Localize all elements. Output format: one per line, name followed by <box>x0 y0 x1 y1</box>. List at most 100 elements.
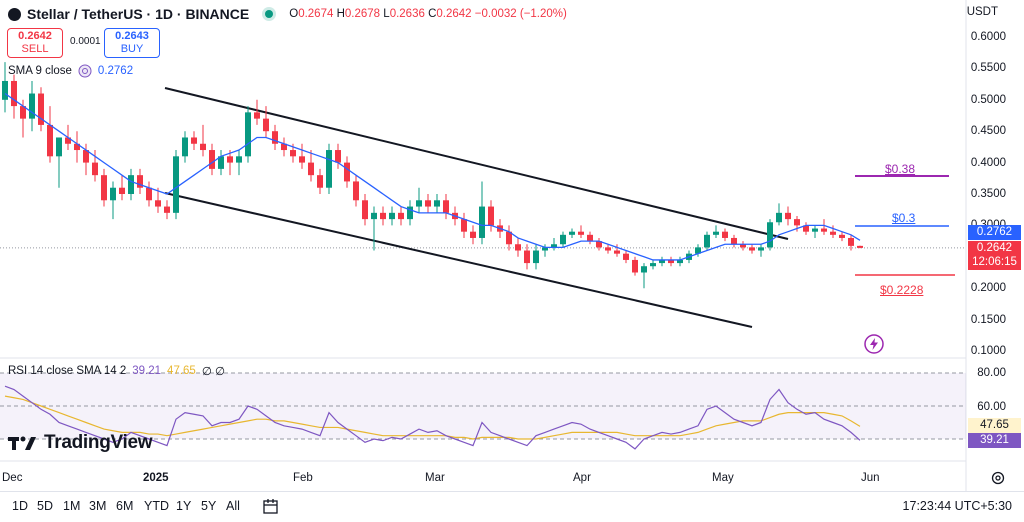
time-label-mar: Mar <box>425 472 445 484</box>
rsi-legend[interactable]: RSI 14 close SMA 14 2 39.21 47.65 ∅ ∅ <box>8 364 225 378</box>
candle-body <box>722 231 728 238</box>
candle-body <box>695 247 701 254</box>
axis-settings-icon[interactable] <box>991 471 1005 485</box>
tradingview-logo-icon <box>8 436 36 450</box>
level-label-upper[interactable]: $0.38 <box>885 162 916 176</box>
time-label-dec: Dec <box>2 472 23 484</box>
candle-body <box>389 212 395 220</box>
clock[interactable]: 17:23:44 UTC+5:30 <box>902 499 1012 513</box>
candle-body <box>461 219 467 232</box>
candle-body <box>155 200 161 207</box>
candle-body <box>812 228 818 232</box>
candle-body <box>65 137 71 144</box>
range-button-6m[interactable]: 6M <box>116 499 134 513</box>
candle-body <box>137 175 143 188</box>
candle-body <box>587 234 593 242</box>
rsi-line <box>4 385 861 450</box>
candle-body <box>56 137 62 157</box>
candle-body <box>227 156 233 163</box>
candle-body <box>83 150 89 163</box>
candle-body <box>650 263 656 267</box>
level-label-mid[interactable]: $0.3 <box>892 211 916 225</box>
candle-body <box>524 250 530 264</box>
candle-body <box>623 253 629 260</box>
price-tick-label: 0.2000 <box>970 282 1006 295</box>
candle-body <box>785 212 791 220</box>
candle-body <box>767 222 773 248</box>
candle-body <box>569 231 575 235</box>
candle-body <box>758 247 764 251</box>
rsi-sma-pill: 47.65 <box>968 418 1021 433</box>
candle-body <box>506 231 512 245</box>
price-tick-label: 0.5000 <box>970 93 1006 106</box>
indicator-settings-icon[interactable] <box>78 64 92 78</box>
candle-body <box>479 206 485 238</box>
range-button-3m[interactable]: 3M <box>89 499 107 513</box>
candle-body <box>110 187 116 201</box>
candle-body <box>578 231 584 235</box>
candle-body <box>29 93 35 119</box>
candle-body <box>443 200 449 213</box>
candle-body <box>245 112 251 157</box>
rsi-label: RSI 14 close SMA 14 2 <box>8 365 127 377</box>
rsi-sma-value: 47.65 <box>167 365 196 377</box>
range-button-1y[interactable]: 1Y <box>176 499 192 513</box>
candle-body <box>659 259 665 264</box>
candle-body <box>533 250 539 264</box>
range-button-all[interactable]: All <box>226 499 240 513</box>
rsi-value: 39.21 <box>132 365 162 377</box>
candle-body <box>560 234 566 245</box>
candle-body <box>830 231 836 235</box>
price-tick-label: 0.1000 <box>970 345 1006 357</box>
time-label-feb: Feb <box>293 472 313 484</box>
candle-body <box>704 234 710 248</box>
symbol-title[interactable]: Stellar / TetherUS · 1D · BINANCE <box>27 6 250 22</box>
candle-body <box>749 247 755 251</box>
candle-body <box>74 143 80 151</box>
candle-body <box>731 237 737 245</box>
candle-body <box>488 206 494 226</box>
range-button-5y[interactable]: 5Y <box>201 499 217 513</box>
range-button-1d[interactable]: 1D <box>12 499 28 513</box>
candle-body <box>344 162 350 182</box>
sma-legend[interactable]: SMA 9 close 0.2762 <box>8 64 133 78</box>
candle-body <box>380 212 386 220</box>
candle-body <box>371 212 377 220</box>
range-button-ytd[interactable]: YTD <box>144 499 169 513</box>
bottom-toolbar <box>0 491 1024 522</box>
stellar-logo-icon <box>8 7 21 21</box>
range-button-5d[interactable]: 5D <box>37 499 53 513</box>
candle-body <box>839 234 845 238</box>
range-button-1m[interactable]: 1M <box>63 499 81 513</box>
candle-body <box>713 231 719 235</box>
lightning-icon[interactable] <box>864 334 884 354</box>
candle-body <box>254 112 260 119</box>
currency-label[interactable]: USDT <box>966 6 998 18</box>
candle-body <box>515 244 521 251</box>
sma-value: 0.2762 <box>97 65 134 77</box>
rsi-pill: 39.21 <box>968 433 1021 448</box>
candle-body <box>425 200 431 207</box>
candle-body <box>542 247 548 251</box>
candle-body <box>398 212 404 220</box>
candle-body <box>308 162 314 176</box>
buy-button[interactable]: 0.2643 BUY <box>104 28 160 58</box>
candle-body <box>272 131 278 144</box>
candle-body <box>407 206 413 220</box>
sell-button[interactable]: 0.2642 SELL <box>7 28 63 58</box>
candle-body <box>668 259 674 264</box>
spread-value: 0.0001 <box>70 36 101 47</box>
calendar-icon[interactable] <box>262 497 280 515</box>
candle-body <box>776 212 782 223</box>
tradingview-logo[interactable]: TradingView <box>8 432 153 454</box>
candle-body <box>416 200 422 207</box>
rsi-sma-line <box>4 395 861 440</box>
countdown-pill: 12:06:15 <box>968 255 1021 270</box>
candle-body <box>128 175 134 194</box>
candle-body <box>38 93 44 125</box>
candle-body <box>596 241 602 248</box>
candle-body <box>200 143 206 151</box>
candle-body <box>551 244 557 248</box>
level-label-lower[interactable]: $0.2228 <box>880 283 924 297</box>
